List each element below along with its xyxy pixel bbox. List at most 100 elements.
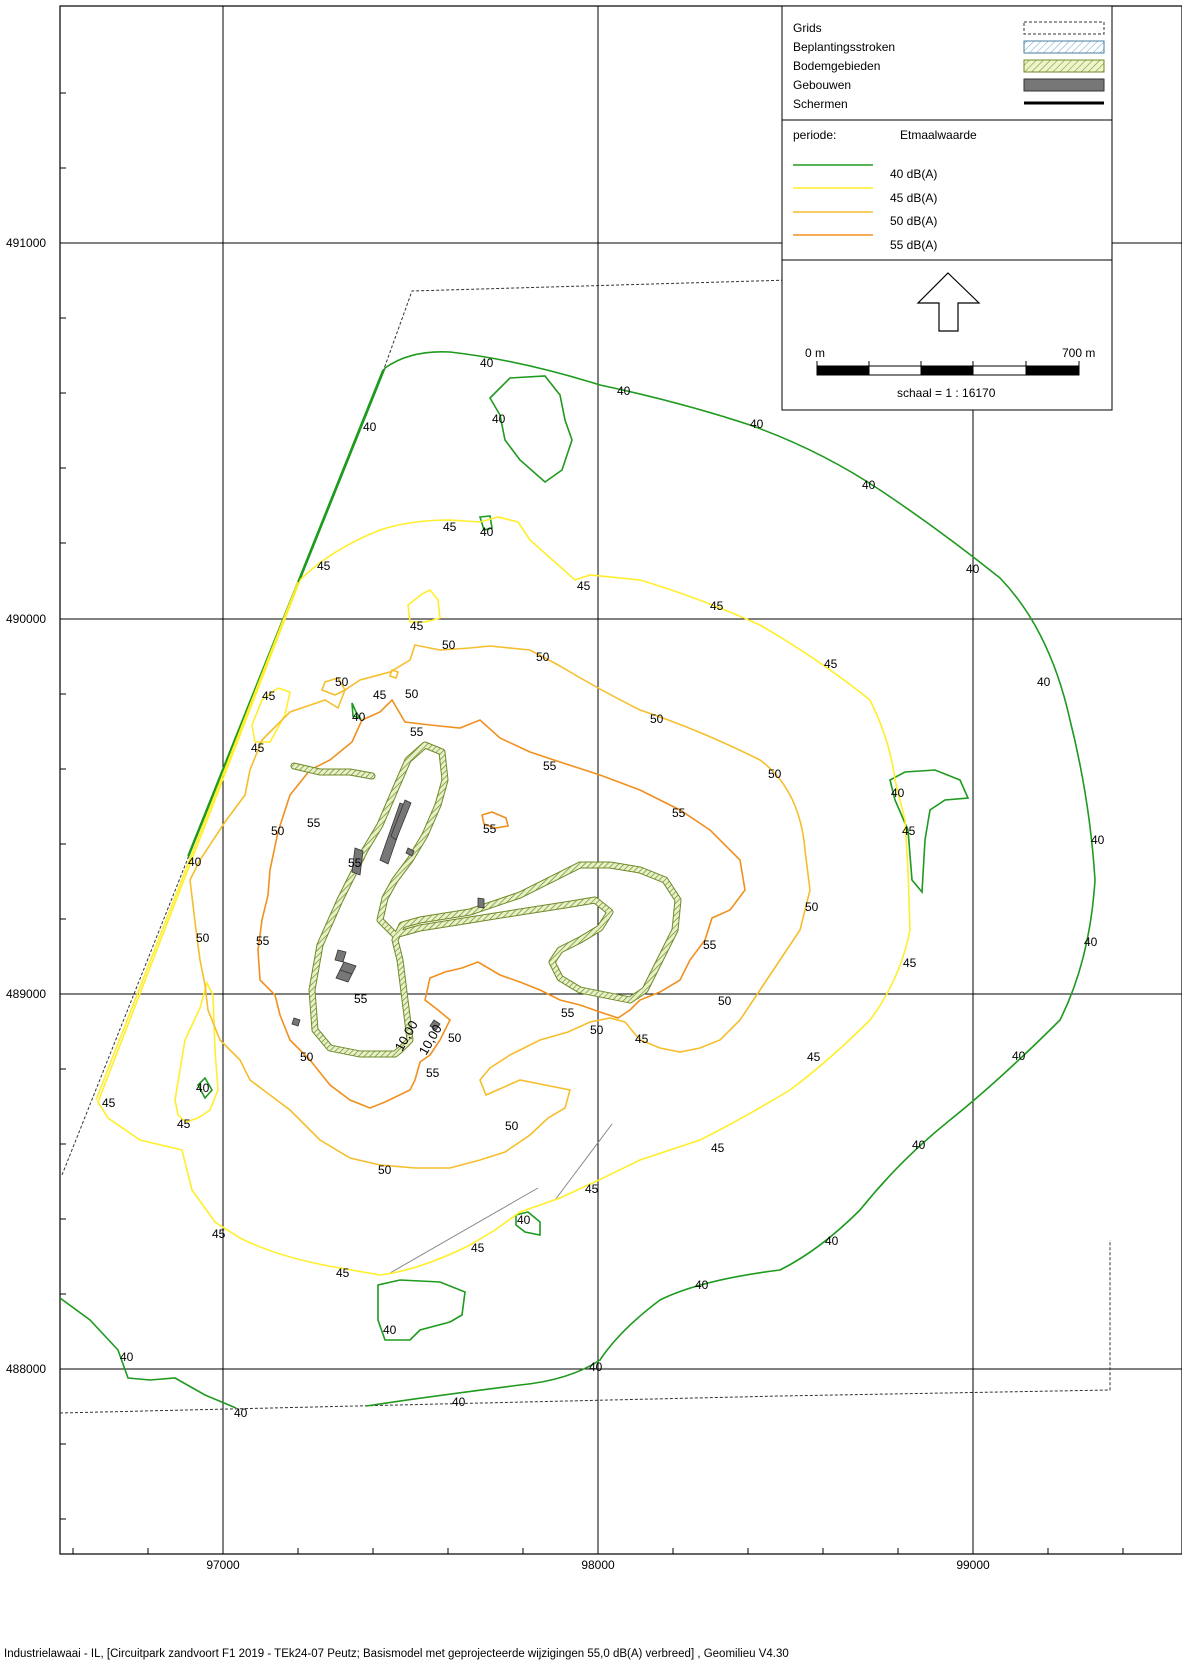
contour-label: 50 [536,650,550,664]
legend-schermen-label: Schermen [793,97,848,111]
legend-gebouwen-symbol [1023,78,1105,92]
legend-contour-40-label: 40 dB(A) [890,167,937,181]
contour-label: 40 [492,412,506,426]
legend-bodem-symbol [1023,59,1105,73]
legend-contour-55-label: 55 dB(A) [890,238,937,252]
contour-label: 50 [718,994,732,1008]
contour-label: 40 [188,855,202,869]
contour-label: 50 [442,638,456,652]
contour-label: 40 [891,786,905,800]
contour-label: 40 [862,478,876,492]
buildings [291,799,485,1031]
contour-label: 40 [1037,675,1051,689]
contour-label: 40 [517,1213,531,1227]
x-tick-label: 99000 [956,1558,990,1572]
legend-bodem-label: Bodemgebieden [793,59,880,73]
race-track [290,741,682,1058]
contour-label: 50 [590,1023,604,1037]
scale-bar [816,361,1080,376]
contour-label: 55 [410,725,424,739]
contour-label: 40 [383,1323,397,1337]
y-tick-label: 491000 [6,236,46,250]
contour-label: 40 [966,562,980,576]
contour-label: 40 [480,525,494,539]
scale-text: schaal = 1 : 16170 [897,386,996,400]
north-arrow-icon [916,272,981,332]
contour-label: 40 [1091,833,1105,847]
legend-periode-label: periode: [793,128,836,142]
contour-label: 50 [405,687,419,701]
contour-45 [97,516,911,1276]
contour-label: 45 [443,520,457,534]
screens [389,1123,613,1274]
contour-label: 40 [196,1081,210,1095]
contour-label: 45 [635,1032,649,1046]
contour-label: 55 [543,759,557,773]
contour-label: 55 [672,806,686,820]
contour-label: 50 [768,767,782,781]
contour-label: 45 [102,1096,116,1110]
contour-label: 55 [256,934,270,948]
contour-label: 45 [336,1266,350,1280]
x-tick-label: 98000 [581,1558,615,1572]
contour-label: 50 [335,675,349,689]
contour-label: 55 [348,856,362,870]
legend-gebouwen-label: Gebouwen [793,78,851,92]
contour-label: 50 [196,931,210,945]
contour-label: 55 [354,992,368,1006]
contour-label: 40 [825,1234,839,1248]
contour-label: 40 [452,1395,466,1409]
legend-contour-50-label: 50 dB(A) [890,214,937,228]
contour-label: 45 [577,579,591,593]
legend-grids-label: Grids [793,21,822,35]
contour-label: 50 [448,1031,462,1045]
contour-label: 50 [271,824,285,838]
contour-label: 45 [317,559,331,573]
contour-label: 55 [703,938,717,952]
contour-50 [189,644,811,1169]
contour-label: 45 [903,956,917,970]
contour-label: 40 [480,356,494,370]
contour-label: 55 [426,1066,440,1080]
contour-label: 40 [1084,935,1098,949]
legend-contour-45-label: 45 dB(A) [890,191,937,205]
contour-label: 50 [805,900,819,914]
scale-start-label: 0 m [805,346,825,360]
contour-label: 45 [471,1241,485,1255]
contour-label: 45 [373,688,387,702]
contour-label: 45 [585,1182,599,1196]
y-tick-label: 488000 [6,1362,46,1376]
footer-caption: Industrielawaai - IL, [Circuitpark zandv… [4,1648,789,1660]
contour-label: 40 [912,1138,926,1152]
scale-end-label: 700 m [1062,346,1095,360]
contour-label: 40 [695,1278,709,1292]
contour-label: 45 [807,1050,821,1064]
contour-label: 45 [262,689,276,703]
contour-55 [257,698,746,1109]
contour-label: 40 [617,384,631,398]
contour-label: 40 [352,710,366,724]
contour-40 [60,351,1096,1409]
contour-label: 45 [710,599,724,613]
contour-label: 45 [212,1227,226,1241]
contour-label: 45 [410,619,424,633]
contour-label: 50 [300,1050,314,1064]
legend-grids-symbol [1023,21,1105,35]
contour-label: 40 [589,1360,603,1374]
x-tick-label: 97000 [206,1558,240,1572]
contour-label: 55 [561,1006,575,1020]
legend-beplanting-label: Beplantingsstroken [793,40,895,54]
contour-label: 50 [378,1163,392,1177]
axis-ticks [60,92,1124,1554]
contour-label: 40 [234,1406,248,1420]
contour-label: 45 [824,657,838,671]
contour-label: 55 [483,822,497,836]
legend-periode-value: Etmaalwaarde [900,128,977,142]
contour-label: 45 [251,741,265,755]
contour-label: 40 [120,1350,134,1364]
y-tick-label: 490000 [6,612,46,626]
legend-beplanting-symbol [1023,40,1105,54]
legend: Grids Beplantingsstroken Bodemgebieden G… [781,6,1113,411]
contour-label: 45 [177,1117,191,1131]
